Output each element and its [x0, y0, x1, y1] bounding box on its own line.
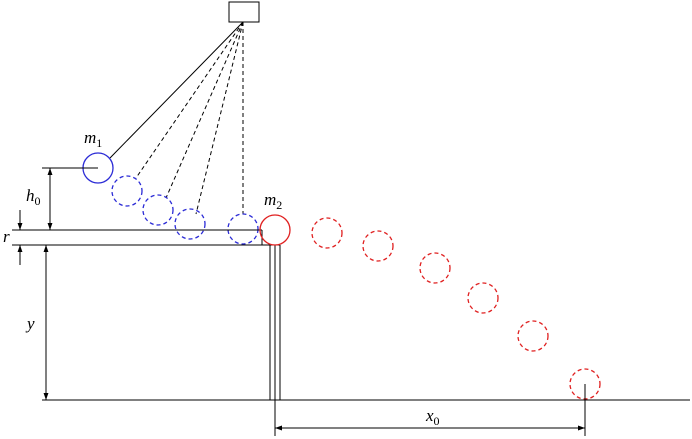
pendulum-strings: [109, 21, 244, 215]
ball-m2-flight-1: [311, 217, 343, 249]
x0-dimension: [274, 384, 586, 436]
string-initial: [109, 21, 244, 159]
ball-m2-flight-2: [362, 230, 394, 262]
platform: [42, 229, 281, 400]
string-dashed-1: [135, 21, 244, 179]
ball-m2-flight-3: [419, 252, 451, 284]
label-m2: m2: [264, 190, 282, 212]
m2-positions: [259, 214, 601, 400]
ball-m1-swing-3: [174, 208, 206, 240]
string-dashed-3: [195, 21, 244, 215]
label-y: y: [25, 314, 35, 333]
ball-m2-flight-5: [517, 320, 549, 352]
pivot-support: [228, 1, 260, 23]
ball-m1-swing-1: [111, 175, 143, 207]
ball-m2-initial: [259, 214, 291, 246]
ball-m1-swing-4: [227, 213, 259, 245]
r-dimension: [12, 210, 42, 265]
label-h0: h0: [26, 186, 41, 208]
string-dashed-2: [165, 21, 244, 199]
h0-dimension: [42, 167, 98, 230]
label-m1: m1: [84, 128, 102, 150]
label-x0: x0: [425, 406, 440, 428]
ball-m2-flight-4: [467, 282, 499, 314]
ball-m1-swing-2: [142, 194, 174, 226]
m1-positions: [82, 152, 259, 245]
label-r: r: [3, 227, 10, 246]
